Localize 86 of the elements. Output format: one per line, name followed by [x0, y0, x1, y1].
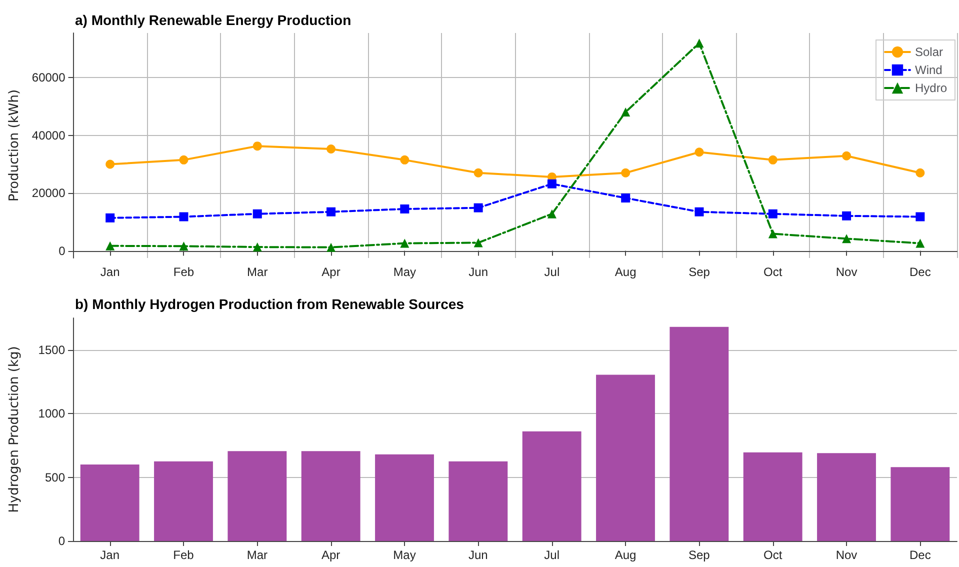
- x-tick-label: Jun: [468, 548, 488, 562]
- bar: [375, 454, 434, 541]
- point: [474, 203, 483, 212]
- point: [694, 207, 704, 216]
- x-tick-label: Oct: [763, 548, 783, 562]
- y-tick-label: 1500: [38, 342, 66, 357]
- chart-title: b) Monthly Hydrogen Production from Renewable Sources: [75, 296, 464, 312]
- bar: [817, 453, 876, 541]
- point: [179, 242, 188, 251]
- x-tick-label: Nov: [836, 548, 858, 562]
- point: [621, 168, 630, 178]
- y-tick-label: 20000: [32, 186, 66, 200]
- point: [326, 242, 336, 252]
- x-tick-label: Nov: [836, 265, 858, 279]
- x-tick-label: Mar: [247, 265, 268, 279]
- point: [400, 204, 410, 214]
- bar: [890, 467, 950, 541]
- bar: [448, 461, 508, 541]
- point: [474, 168, 483, 178]
- legend-label: Solar: [914, 45, 944, 59]
- point: [842, 211, 852, 220]
- bar: [80, 464, 140, 541]
- point: [179, 155, 188, 164]
- x-tick-label: Feb: [173, 548, 194, 562]
- chart-title: a) Monthly Renewable Energy Production: [75, 12, 352, 28]
- point: [768, 209, 778, 218]
- point: [768, 229, 778, 238]
- bar: [670, 326, 729, 541]
- bar: [154, 461, 213, 541]
- point: [621, 108, 630, 117]
- x-tick-label: Apr: [321, 548, 340, 562]
- point: [252, 242, 262, 252]
- legend-label: Wind: [914, 63, 942, 77]
- x-tick-label: Jan: [100, 548, 120, 562]
- x-tick-label: Mar: [246, 548, 268, 562]
- y-tick-label: 0: [58, 244, 66, 258]
- x-tick-label: Jul: [544, 265, 560, 279]
- y-tick-label: 0: [58, 534, 66, 548]
- point: [179, 212, 188, 222]
- legend-label: Hydro: [914, 81, 948, 95]
- point: [547, 179, 556, 188]
- bar: [743, 452, 802, 541]
- point: [842, 234, 852, 244]
- x-tick-label: Apr: [322, 265, 340, 279]
- y-axis-title: Hydrogen Production (kg): [7, 346, 22, 513]
- y-tick-label: 500: [44, 470, 66, 484]
- point: [106, 160, 115, 169]
- point: [474, 238, 483, 248]
- point: [252, 209, 262, 218]
- x-tick-label: Dec: [909, 548, 931, 562]
- point: [916, 212, 925, 222]
- x-tick-label: Jul: [544, 548, 560, 562]
- point: [916, 168, 925, 178]
- point: [621, 194, 630, 202]
- bar: [301, 451, 360, 541]
- point: [326, 144, 336, 154]
- x-tick-label: May: [393, 548, 416, 562]
- y-tick-label: 40000: [32, 128, 66, 142]
- point: [106, 241, 115, 250]
- point: [106, 213, 115, 222]
- x-tick-label: Sep: [688, 548, 710, 562]
- point: [400, 238, 410, 248]
- x-tick-label: May: [393, 265, 416, 279]
- point: [842, 151, 852, 160]
- y-tick-label: 60000: [32, 70, 66, 85]
- point: [916, 238, 925, 248]
- point: [768, 155, 778, 164]
- point: [326, 207, 336, 216]
- point: [400, 155, 410, 164]
- bar: [596, 374, 655, 541]
- y-axis-title: Production (kWh): [7, 89, 22, 202]
- bar: [228, 451, 287, 541]
- y-tick-label: 1000: [38, 406, 66, 421]
- x-tick-label: Aug: [614, 548, 636, 562]
- x-tick-label: Feb: [173, 265, 194, 279]
- point: [694, 38, 704, 48]
- bar: [522, 431, 582, 541]
- point: [252, 142, 262, 151]
- point: [547, 209, 556, 218]
- x-tick-label: Jun: [468, 265, 488, 279]
- x-tick-label: Sep: [688, 265, 710, 279]
- x-tick-label: Jan: [100, 265, 120, 279]
- x-tick-label: Aug: [614, 265, 636, 279]
- point: [694, 148, 704, 157]
- x-tick-label: Dec: [910, 265, 931, 279]
- x-tick-label: Oct: [764, 265, 783, 279]
